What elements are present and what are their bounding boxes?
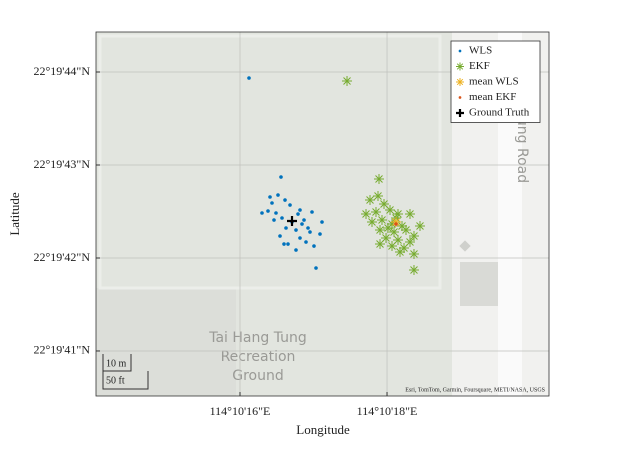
- marker: [408, 264, 419, 275]
- marker: [456, 109, 464, 117]
- marker: [401, 225, 411, 236]
- marker: [283, 198, 287, 202]
- marker: [280, 216, 284, 220]
- marker: [304, 240, 308, 244]
- marker: [306, 226, 310, 230]
- marker: [390, 217, 401, 228]
- attribution: Esri, TomTom, Garmin, Foursquare, METI/N…: [405, 387, 545, 393]
- marker: [320, 220, 324, 224]
- marker: [294, 228, 298, 232]
- legend-box: [450, 40, 541, 123]
- marker: [365, 195, 376, 206]
- marker: [389, 226, 400, 237]
- marker: [294, 248, 298, 252]
- scale-bar: [102, 354, 149, 390]
- marker: [298, 208, 302, 212]
- marker: [456, 78, 464, 86]
- marker: [342, 76, 353, 87]
- x-axis-label: Longitude: [296, 422, 350, 437]
- marker: [296, 212, 300, 216]
- marker: [458, 96, 462, 99]
- marker: [247, 76, 251, 80]
- marker: [385, 204, 396, 215]
- marker: [408, 231, 419, 242]
- map-label: Recreation: [221, 349, 296, 365]
- marker: [393, 234, 404, 245]
- marker: [298, 236, 302, 240]
- marker: [300, 222, 304, 226]
- marker: [387, 218, 398, 229]
- marker: [276, 193, 280, 197]
- marker: [379, 199, 390, 210]
- y-tick-label: 22°19'43"N: [33, 157, 90, 171]
- scale-label: 10 m: [106, 358, 127, 369]
- marker: [375, 225, 386, 236]
- marker: [312, 244, 316, 248]
- y-tick-label: 22°19'44"N: [33, 64, 90, 78]
- y-tick-label: 22°19'42"N: [33, 250, 90, 264]
- marker: [270, 201, 274, 205]
- marker: [374, 173, 385, 184]
- marker: [458, 49, 462, 53]
- marker: [456, 62, 464, 71]
- marker: [380, 233, 391, 244]
- map-label: Tai Hang Tung: [208, 330, 307, 346]
- marker: [414, 221, 425, 232]
- marker: [397, 221, 408, 232]
- marker: [260, 211, 264, 215]
- marker: [375, 239, 386, 250]
- marker: [393, 209, 404, 220]
- plot-frame: [95, 31, 550, 397]
- x-tick-label: 114°10'18"E: [357, 404, 418, 418]
- y-tick-label: 22°19'41"N: [33, 343, 90, 357]
- marker: [314, 266, 318, 270]
- marker: [399, 242, 410, 253]
- marker: [387, 241, 398, 252]
- x-tick-label: 114°10'16"E: [210, 404, 271, 418]
- legend-label: mean WLS: [469, 76, 519, 88]
- legend-label: Ground Truth: [469, 107, 530, 119]
- legend-label: EKF: [469, 60, 490, 72]
- marker: [278, 234, 282, 238]
- marker: [310, 210, 314, 214]
- marker: [373, 191, 384, 202]
- marker: [394, 222, 398, 226]
- marker: [404, 209, 415, 220]
- marker: [404, 237, 415, 248]
- marker: [394, 247, 405, 258]
- legend-label: mean EKF: [469, 91, 516, 103]
- marker: [383, 223, 394, 234]
- marker: [318, 232, 322, 236]
- map-label: ung Road: [514, 117, 530, 183]
- marker: [284, 226, 288, 230]
- marker: [287, 216, 298, 227]
- y-axis-label: Latitude: [7, 192, 22, 236]
- marker: [288, 203, 292, 207]
- marker: [408, 249, 419, 260]
- marker: [266, 209, 270, 213]
- marker: [302, 218, 306, 222]
- marker: [272, 218, 276, 222]
- marker: [366, 217, 377, 228]
- marker: [308, 230, 312, 234]
- marker: [370, 207, 381, 218]
- marker: [279, 175, 283, 179]
- scale-label: 50 ft: [106, 375, 125, 386]
- marker: [282, 242, 286, 246]
- marker: [376, 215, 387, 226]
- marker: [286, 242, 290, 246]
- marker: [268, 195, 272, 199]
- marker: [274, 211, 278, 215]
- legend-label: WLS: [469, 45, 492, 57]
- marker: [361, 209, 372, 220]
- map-label: Ground: [232, 368, 284, 384]
